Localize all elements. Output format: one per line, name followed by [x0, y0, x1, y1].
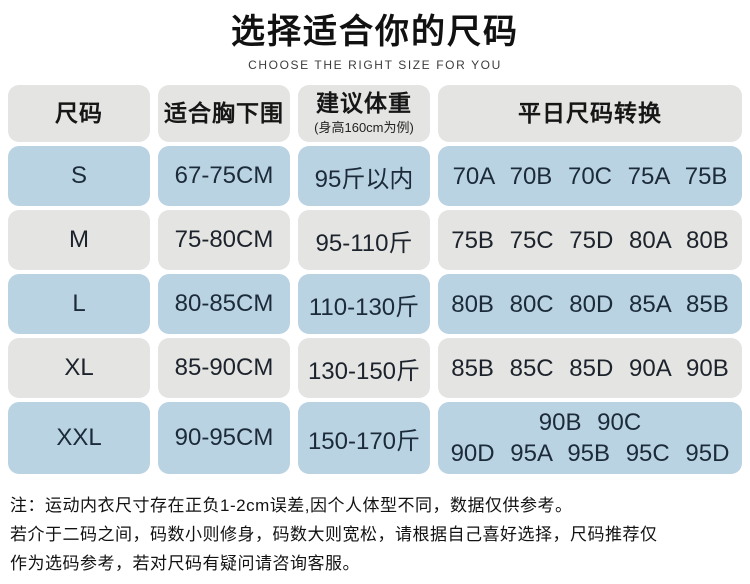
size-value: XL	[8, 338, 150, 399]
header-cell-conversion: 平日尺码转换	[438, 85, 742, 143]
footnote-line-1: 注：运动内衣尺寸存在正负1-2cm误差,因个人体型不同，数据仅供参考。	[10, 496, 573, 516]
header-cell-weight: 建议体重 (身高160cm为例)	[298, 85, 430, 143]
table-row-xl: XL 85-90CM 130-150斤 85B 85C 85D 90A 90B	[8, 338, 742, 399]
footnotes: 注：运动内衣尺寸存在正负1-2cm误差,因个人体型不同，数据仅供参考。 若介于二…	[0, 491, 750, 578]
weight-value: 150-170斤	[298, 402, 430, 475]
underbust-value: 80-85CM	[158, 274, 290, 335]
header-label-weight: 建议体重	[316, 89, 412, 116]
header-label-size: 尺码	[55, 99, 103, 126]
weight-value: 130-150斤	[298, 338, 430, 399]
conversion-value: 70A 70B 70C 75A 75B	[438, 146, 742, 207]
underbust-value: 67-75CM	[158, 146, 290, 207]
conversion-value: 90B 90C 90D 95A 95B 95C 95D	[438, 402, 742, 475]
header-cell-underbust: 适合胸下围	[158, 85, 290, 143]
conversion-value: 75B 75C 75D 80A 80B	[438, 210, 742, 271]
weight-value: 110-130斤	[298, 274, 430, 335]
header-sublabel-weight: (身高160cm为例)	[314, 120, 414, 136]
footnote-line-2: 若介于二码之间，码数小则修身，码数大则宽松，请根据自己喜好选择，尺码推荐仅	[10, 525, 658, 545]
footnote-line-3: 作为选码参考，若对尺码有疑问请咨询客服。	[10, 554, 360, 574]
header-cell-size: 尺码	[8, 85, 150, 143]
table-row-l: L 80-85CM 110-130斤 80B 80C 80D 85A 85B	[8, 274, 742, 335]
size-value: M	[8, 210, 150, 271]
underbust-value: 90-95CM	[158, 402, 290, 475]
weight-value: 95-110斤	[298, 210, 430, 271]
size-value: L	[8, 274, 150, 335]
size-value: S	[8, 146, 150, 207]
header-label-conversion: 平日尺码转换	[518, 99, 662, 126]
page-subtitle: CHOOSE THE RIGHT SIZE FOR YOU	[248, 58, 502, 73]
weight-value: 95斤以内	[298, 146, 430, 207]
table-row-xxl: XXL 90-95CM 150-170斤 90B 90C 90D 95A 95B…	[8, 402, 742, 475]
conversion-value: 85B 85C 85D 90A 90B	[438, 338, 742, 399]
page-title: 选择适合你的尺码	[231, 13, 519, 51]
table-row-m: M 75-80CM 95-110斤 75B 75C 75D 80A 80B	[8, 210, 742, 271]
table-header-row: 尺码 适合胸下围 建议体重 (身高160cm为例) 平日尺码转换	[8, 85, 742, 143]
underbust-value: 85-90CM	[158, 338, 290, 399]
size-value: XXL	[8, 402, 150, 475]
header-label-underbust: 适合胸下围	[164, 99, 284, 126]
table-row-s: S 67-75CM 95斤以内 70A 70B 70C 75A 75B	[8, 146, 742, 207]
size-table: 尺码 适合胸下围 建议体重 (身高160cm为例) 平日尺码转换 S 67-75…	[0, 85, 750, 475]
underbust-value: 75-80CM	[158, 210, 290, 271]
conversion-value: 80B 80C 80D 85A 85B	[438, 274, 742, 335]
